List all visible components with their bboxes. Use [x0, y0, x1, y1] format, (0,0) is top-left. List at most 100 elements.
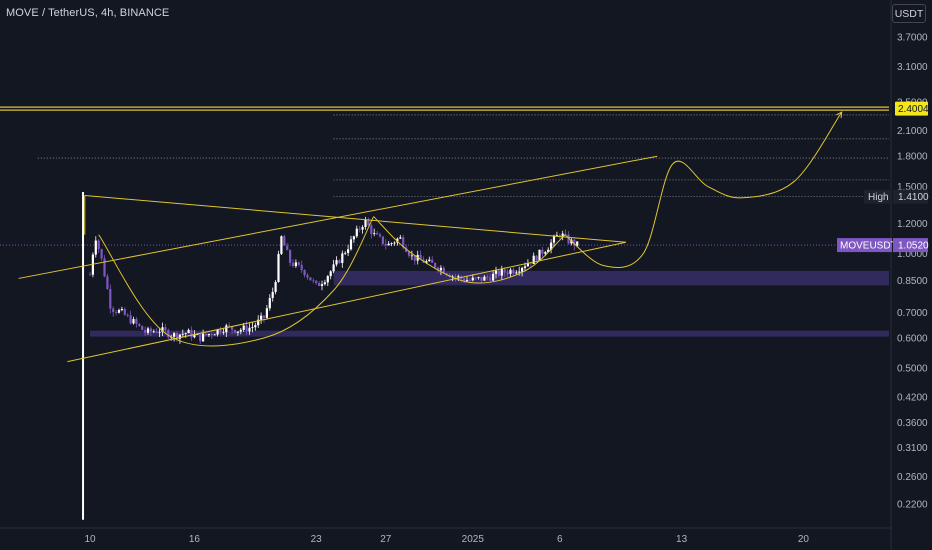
candle-body — [187, 329, 190, 334]
candle-body — [204, 333, 208, 336]
y-tick-label: 3.1000 — [897, 62, 928, 73]
candle-body — [474, 277, 477, 279]
candle-body — [529, 263, 532, 265]
candle-body — [320, 284, 324, 286]
candle-body — [364, 219, 367, 228]
candle-body — [480, 277, 483, 281]
candle-body — [532, 255, 535, 264]
candle-body — [338, 260, 341, 263]
candle-body — [239, 329, 242, 332]
candle-body — [109, 288, 112, 309]
candle-body — [315, 280, 318, 284]
candle-body — [303, 270, 306, 276]
candle-body — [202, 333, 205, 342]
candle-body — [262, 315, 266, 318]
candle-body — [329, 271, 332, 277]
candle-body — [381, 236, 384, 244]
candle-body — [367, 219, 370, 226]
candle-body — [277, 253, 280, 282]
candles — [88, 216, 579, 344]
candle-body — [399, 237, 402, 239]
candle-body — [471, 277, 474, 281]
cup-curve-1 — [98, 216, 375, 347]
y-tick-label: 1.2000 — [897, 219, 928, 230]
candle-body — [228, 325, 231, 327]
candle-body — [129, 315, 132, 324]
candle-body — [158, 331, 161, 333]
candle-body — [231, 326, 234, 330]
candle-body — [538, 249, 541, 261]
high-price-value: 1.4100 — [898, 192, 929, 203]
candle-body — [144, 330, 147, 333]
candle-body — [326, 276, 329, 283]
candle-body — [384, 243, 387, 246]
ascending-trendline-upper — [18, 155, 658, 279]
candle-body — [503, 269, 506, 273]
candle-body — [361, 227, 364, 230]
high-label: High — [868, 192, 889, 203]
candle-body — [103, 258, 106, 277]
candle-body — [555, 235, 558, 237]
candle-body — [245, 325, 248, 332]
candle-body — [407, 251, 411, 256]
candle-body — [164, 327, 167, 331]
x-tick-label: 13 — [676, 534, 688, 545]
candle-body — [463, 278, 466, 282]
candle-body — [175, 333, 179, 339]
x-tick-label: 27 — [380, 534, 392, 545]
candle-body — [576, 241, 579, 246]
y-tick-label: 0.2600 — [897, 472, 928, 483]
candle-body — [138, 323, 141, 326]
candle-body — [387, 243, 390, 246]
x-tick-label: 6 — [557, 534, 563, 545]
candle-body — [457, 276, 460, 278]
candle-body — [149, 328, 152, 332]
candle-body — [123, 308, 126, 315]
candle-body — [396, 238, 399, 243]
candle-body — [280, 236, 283, 254]
candle-body — [378, 234, 382, 237]
candle-body — [492, 273, 495, 281]
candle-body — [289, 250, 292, 263]
candle-body — [349, 239, 353, 250]
candle-body — [489, 277, 492, 281]
ascending-trendline-lower — [67, 241, 627, 363]
y-tick-label: 0.8500 — [897, 276, 928, 287]
candle-body — [141, 325, 144, 331]
candle-body — [477, 277, 480, 278]
candle-body — [526, 263, 529, 267]
candle-body — [547, 249, 550, 253]
candle-body — [213, 334, 216, 336]
candle-body — [196, 334, 199, 336]
candle-body — [567, 234, 570, 244]
candle-body — [428, 259, 431, 262]
x-tick-label: 20 — [798, 534, 810, 545]
y-tick-label: 0.5000 — [897, 364, 928, 375]
candle-body — [309, 277, 312, 281]
currency-button[interactable]: USDT — [892, 4, 926, 23]
candle-body — [219, 329, 222, 333]
candle-body — [376, 233, 379, 235]
candle-body — [312, 280, 315, 282]
candle-body — [190, 329, 193, 338]
candle-body — [260, 315, 263, 320]
candle-body — [193, 334, 196, 338]
candle-body — [500, 269, 503, 276]
y-tick-label: 3.7000 — [897, 33, 928, 44]
candle-body — [352, 236, 355, 240]
candle-body — [161, 327, 164, 332]
x-tick-label: 23 — [311, 534, 323, 545]
x-tick-label: 2025 — [462, 534, 485, 545]
y-tick-label: 0.4200 — [897, 393, 928, 404]
candle-body — [126, 314, 129, 316]
current-price-tag — [893, 238, 928, 253]
candle-body — [207, 333, 210, 336]
candle-body — [115, 312, 118, 313]
candle-body — [117, 310, 121, 313]
resistance-price-tag — [895, 101, 928, 116]
y-tick-label: 0.3100 — [897, 443, 928, 454]
candle-body — [431, 259, 434, 263]
candle-body — [344, 252, 347, 254]
